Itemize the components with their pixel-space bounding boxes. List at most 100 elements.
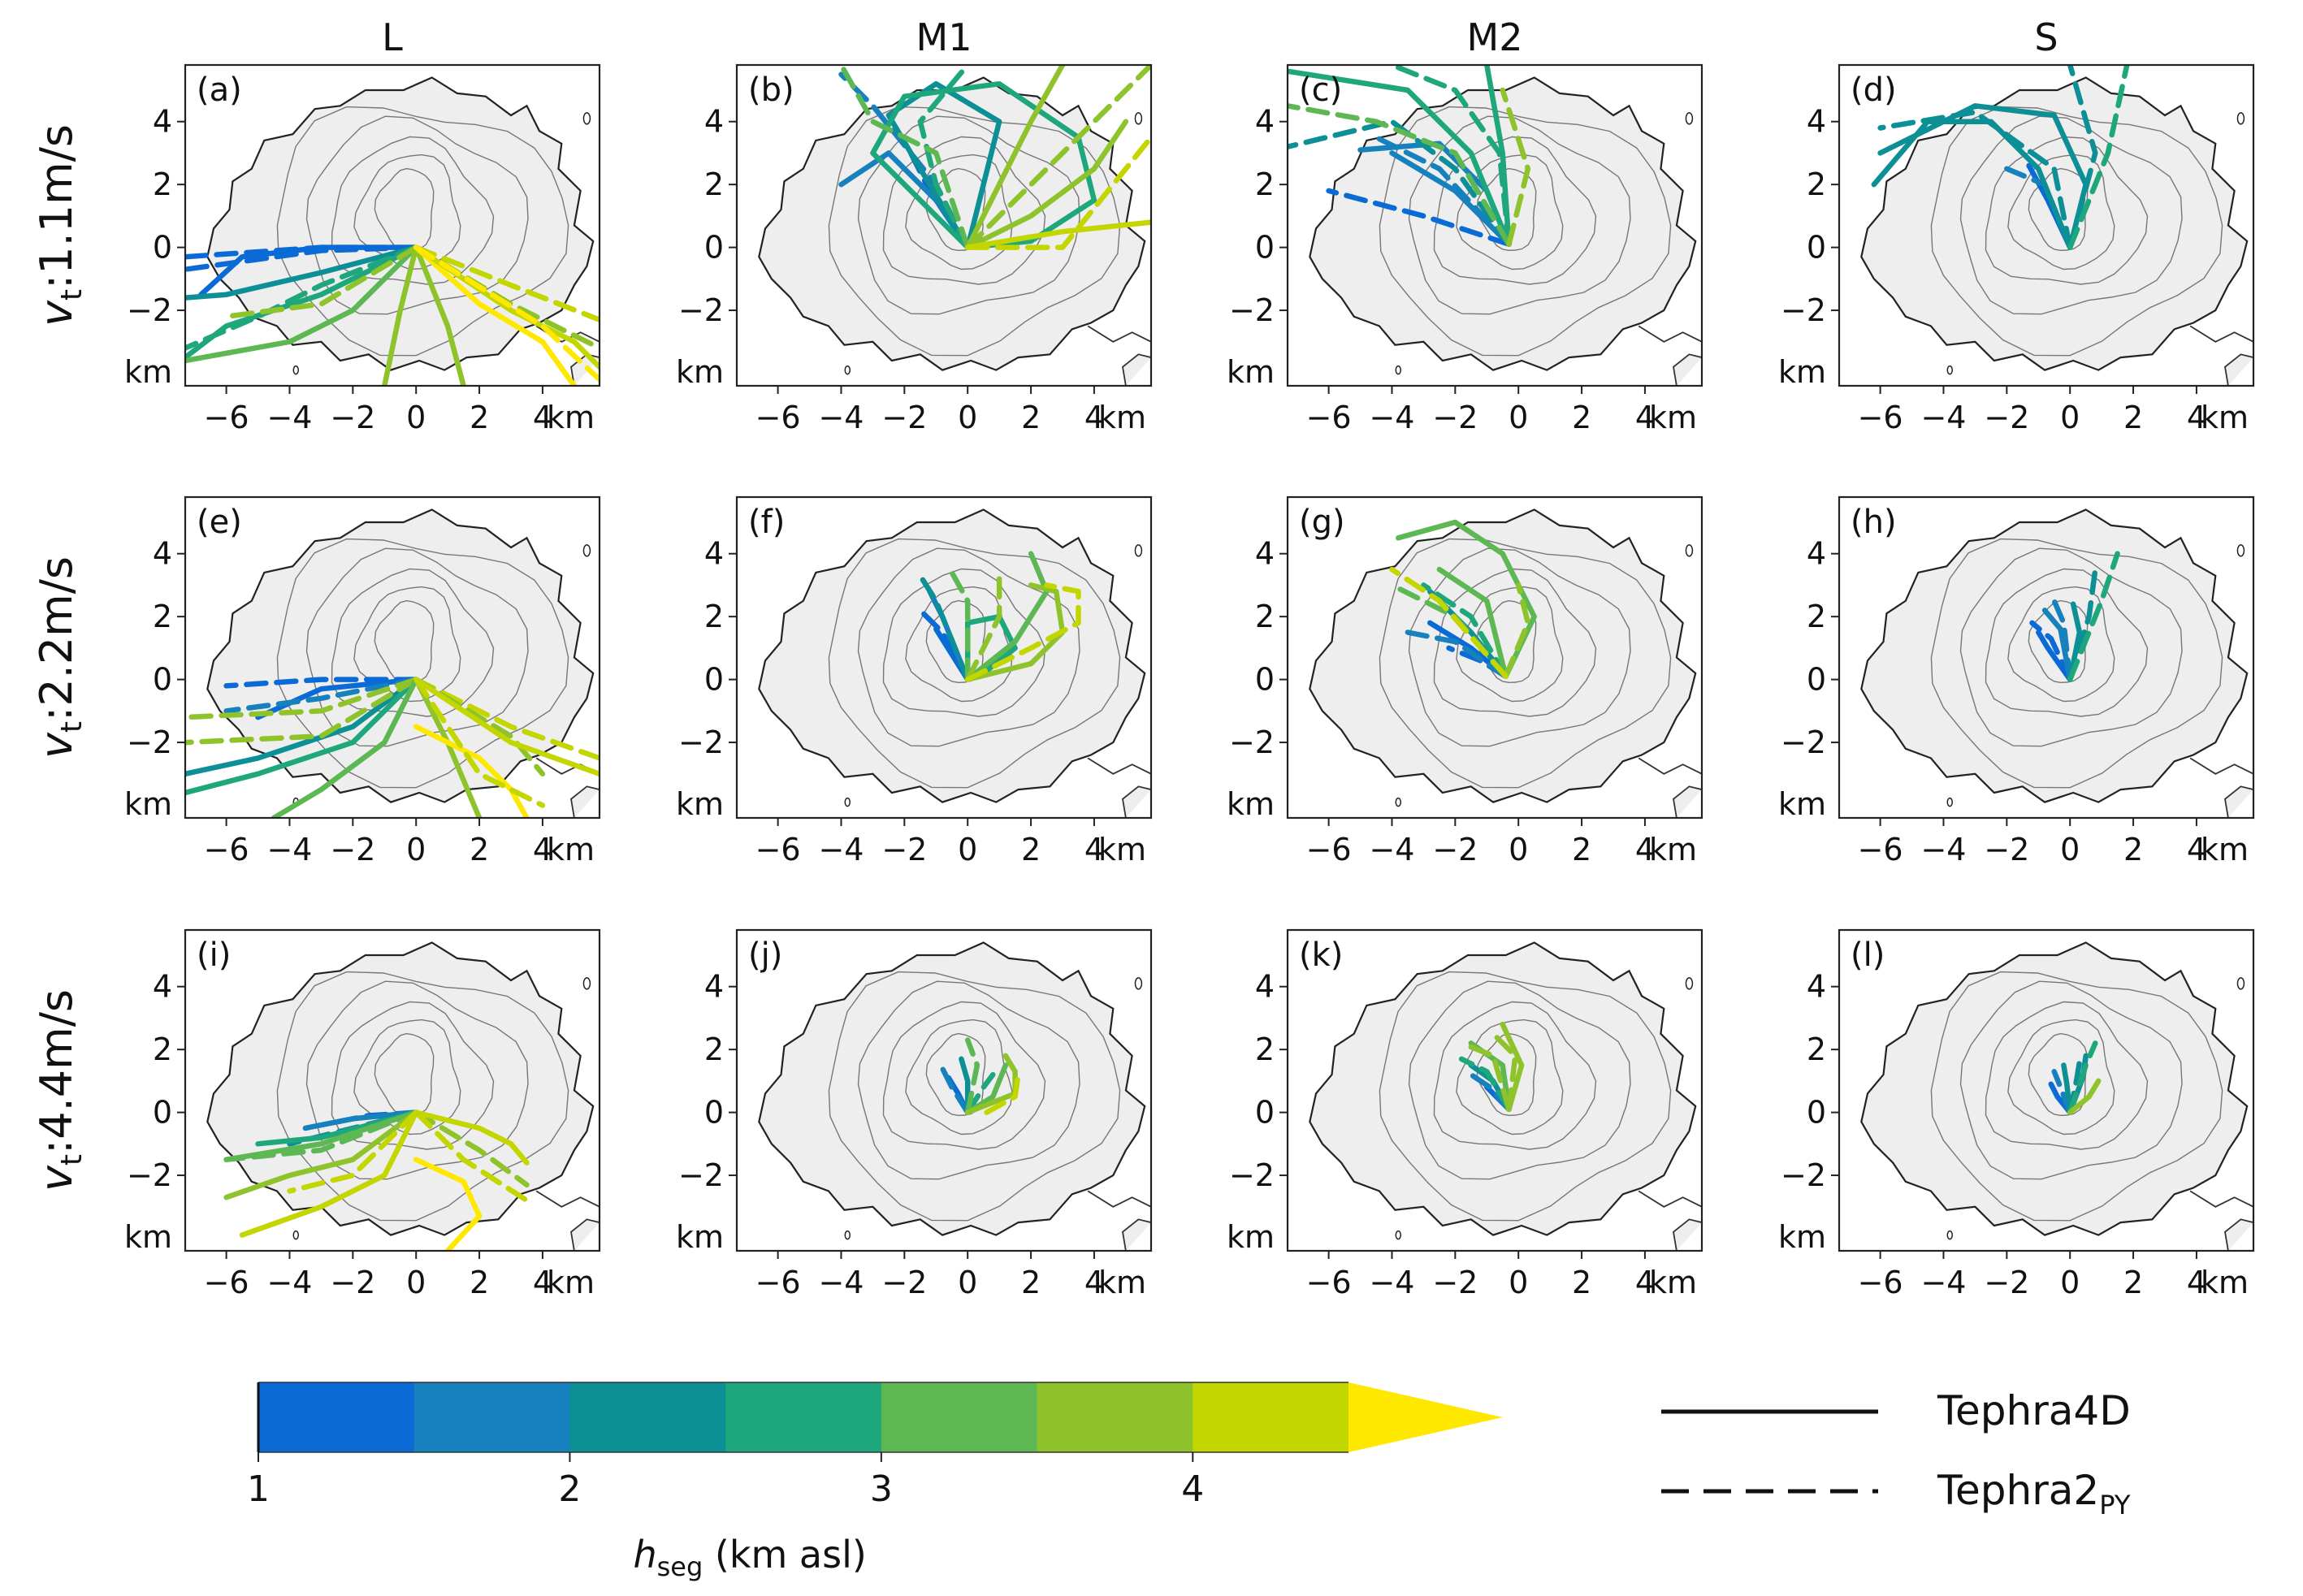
tephra2py-trajectory (964, 582, 1081, 682)
x-axis-unit: km (1098, 400, 1146, 435)
elevation-contour (1959, 980, 2183, 1180)
column-header: M1 (916, 15, 972, 59)
panel-label: (c) (1299, 71, 1342, 109)
panel-label: (k) (1299, 936, 1343, 974)
tephra4d-trajectory (271, 677, 419, 818)
elevation-contour (276, 971, 569, 1222)
y-tick-label: 4 (704, 969, 724, 1005)
colorbar-bin (725, 1382, 882, 1452)
x-tick-label: −2 (330, 1265, 375, 1300)
elevation-contour (857, 115, 1080, 315)
elevation-contour (353, 1019, 461, 1135)
y-tick-label: 4 (704, 536, 724, 572)
elevation-contour (1456, 1019, 1564, 1135)
y-tick-label: 2 (1807, 599, 1826, 634)
x-tick-label: −6 (755, 400, 801, 435)
tephra4d-trajectory (198, 244, 419, 297)
panel-label: (j) (748, 936, 782, 974)
y-axis-unit: km (1778, 354, 1826, 390)
tephra2py-trajectory (838, 65, 971, 250)
tephra2py-trajectory (1326, 188, 1512, 247)
y-tick-label: 4 (153, 104, 172, 140)
panel-label: (i) (197, 936, 231, 974)
elevation-contour (1959, 115, 2183, 315)
y-tick-label: −2 (127, 292, 172, 328)
x-tick-label: −6 (1858, 1265, 1903, 1300)
x-tick-label: −2 (881, 400, 927, 435)
elevation-contour (331, 568, 495, 717)
elevation-contour (2007, 1019, 2115, 1135)
y-tick-label: 0 (704, 662, 724, 698)
coastline (2189, 325, 2253, 343)
tephra2py-trajectory (223, 677, 419, 714)
y-tick-label: 0 (704, 230, 724, 266)
y-axis-unit: km (676, 354, 724, 390)
colorbar-tick-label: 4 (1181, 1468, 1204, 1510)
x-axis-unit: km (1098, 1265, 1146, 1300)
x-tick-label: 2 (2123, 1265, 2143, 1300)
colorbar-bin (1193, 1382, 1349, 1452)
elevation-contour (1930, 538, 2223, 789)
elevation-contour (1379, 538, 1672, 789)
tephra2py-trajectory (1421, 582, 1509, 679)
tephra2py-trajectory (2067, 566, 2098, 682)
coastline (1638, 1190, 1702, 1208)
tephra2py-trajectory (964, 134, 1151, 250)
x-tick-label: −6 (204, 832, 249, 867)
tephra4d-trajectory (185, 677, 419, 777)
elevation-contour (1476, 1032, 1537, 1117)
elevation-contour (1408, 547, 1631, 747)
tephra2py-trajectory (1389, 566, 1509, 679)
tephra2py-trajectory (964, 65, 1151, 250)
elevation-contour (1930, 106, 2223, 357)
islet (1134, 977, 1143, 990)
x-axis-unit: km (547, 832, 595, 867)
panel-label: (g) (1299, 504, 1345, 541)
axes-frame (1286, 495, 1703, 820)
x-tick-label: 4 (1084, 400, 1104, 435)
y-tick-label: −2 (678, 292, 724, 328)
elevation-contour (1408, 115, 1631, 315)
tephra4d-trajectory (964, 219, 1151, 250)
panel-label: (f) (748, 504, 785, 541)
tephra4d-trajectory (185, 244, 419, 364)
tephra2py-trajectory (2067, 1040, 2098, 1115)
x-tick-label: −4 (266, 1265, 312, 1300)
y-tick-label: −2 (1781, 1157, 1826, 1193)
elevation-contour (276, 106, 569, 357)
elevation-contour (1379, 971, 1672, 1222)
x-tick-label: 0 (1509, 832, 1528, 867)
elevation-contour (1433, 568, 1597, 717)
x-tick-label: −6 (755, 1265, 801, 1300)
coastline (570, 785, 600, 818)
elevation-contour (857, 547, 1080, 747)
x-tick-label: −6 (204, 1265, 249, 1300)
x-tick-label: −4 (1920, 400, 1966, 435)
y-tick-label: 4 (1255, 104, 1275, 140)
tephra4d-trajectory (239, 1109, 419, 1238)
x-tick-label: 2 (1572, 1265, 1591, 1300)
tephra4d-trajectory (185, 244, 419, 301)
x-tick-label: −4 (818, 1265, 864, 1300)
tephra2py-trajectory (223, 677, 419, 689)
x-axis-unit: km (1649, 1265, 1697, 1300)
coastline (1122, 353, 1151, 386)
x-tick-label: −4 (1369, 400, 1414, 435)
y-tick-label: 2 (704, 1032, 724, 1067)
y-axis-unit: km (1778, 1219, 1826, 1255)
y-axis-unit: km (1227, 1219, 1275, 1255)
y-tick-label: 4 (1807, 104, 1826, 140)
tephra2py-trajectory (1490, 1031, 1518, 1112)
colorbar-bin (413, 1382, 570, 1452)
x-tick-label: 0 (958, 832, 977, 867)
elevation-contour (1456, 154, 1564, 270)
x-tick-label: −4 (266, 832, 312, 867)
y-tick-label: 0 (1255, 662, 1275, 698)
tephra2py-trajectory (413, 244, 600, 383)
x-axis-unit: km (2201, 1265, 2249, 1300)
elevation-contour (2028, 1032, 2089, 1117)
y-tick-label: −2 (1781, 724, 1826, 760)
x-tick-label: 2 (1572, 832, 1591, 867)
y-axis-unit: km (1778, 786, 1826, 822)
